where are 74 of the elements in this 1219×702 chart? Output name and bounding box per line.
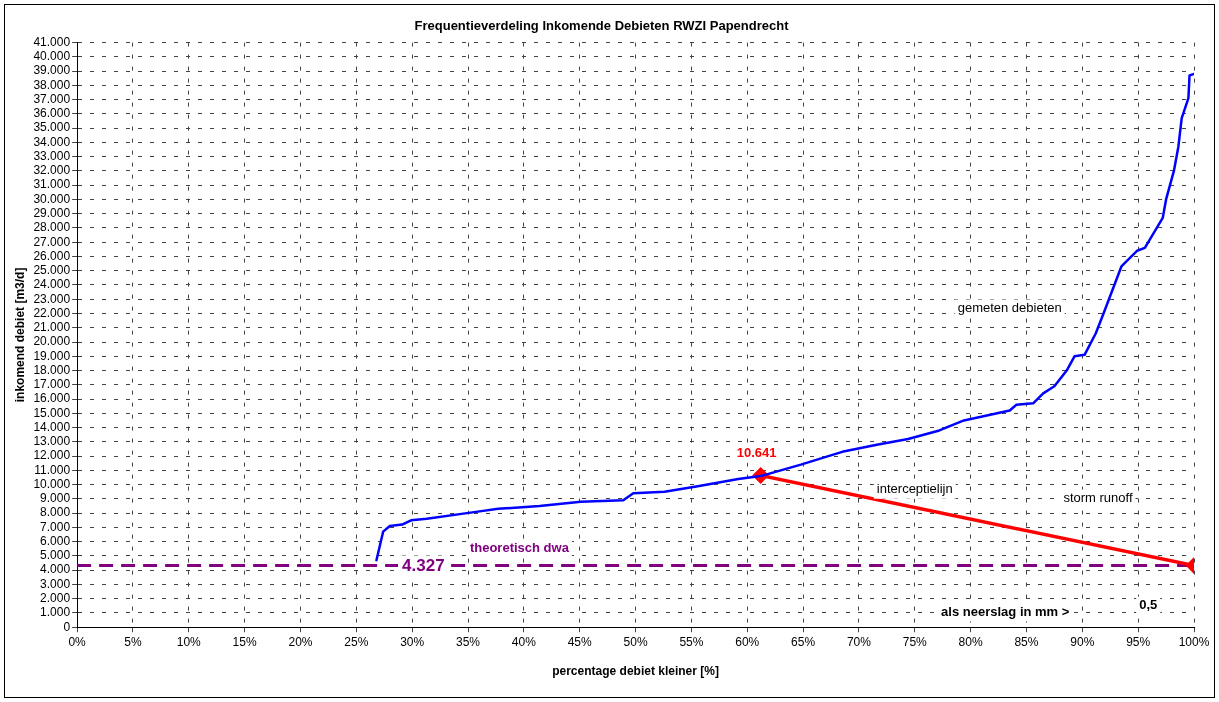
annotation: 0,5	[1139, 597, 1158, 613]
x-tick-label: 95%	[1126, 634, 1151, 649]
annotation: gemeten debieten	[957, 300, 1062, 316]
y-tick-label: 14.000	[33, 419, 71, 434]
y-tick-label: 41.000	[33, 34, 71, 49]
y-tick-label: 9.000	[40, 491, 71, 506]
y-tick-label: 13.000	[33, 434, 71, 449]
y-tick-label: 0	[63, 619, 71, 634]
y-tick-label: 20.000	[33, 334, 71, 349]
y-tick-label: 22.000	[33, 305, 71, 320]
y-tick-label: 1.000	[40, 605, 71, 620]
y-tick-label: 10.000	[33, 476, 71, 491]
y-tick-label: 40.000	[33, 49, 71, 64]
y-tick-label: 2.000	[40, 591, 71, 605]
y-tick-label: 39.000	[33, 63, 71, 78]
x-tick-label: 70%	[846, 634, 872, 649]
x-tick-label: 15%	[232, 634, 257, 649]
y-tick-label: 30.000	[33, 191, 71, 206]
y-tick-label: 11.000	[34, 462, 71, 477]
y-tick-label: 38.000	[33, 77, 71, 92]
x-axis-title: percentage debiet kleiner [%]	[552, 664, 719, 679]
y-tick-label: 7.000	[40, 519, 71, 534]
x-tick-label: 65%	[791, 634, 816, 649]
y-tick-label: 29.000	[33, 206, 71, 221]
y-tick-label: 27.000	[33, 234, 71, 249]
y-tick-label: 17.000	[33, 377, 71, 392]
y-tick-label: 16.000	[33, 391, 71, 406]
y-tick-label: 5.000	[40, 548, 71, 563]
y-tick-label: 34.000	[33, 134, 71, 149]
x-tick-label: 20%	[288, 634, 313, 649]
annotation: als neerslag in mm >	[941, 604, 1070, 620]
x-tick-label: 45%	[567, 634, 593, 649]
x-tick-label: 85%	[1014, 634, 1039, 649]
y-tick-label: 12.000	[33, 448, 71, 463]
x-tick-label: 5%	[124, 634, 142, 649]
data-label: 10.641	[736, 445, 777, 461]
y-axis-title: inkomend debiet [m3/d]	[12, 267, 27, 403]
chart-title: Frequentieverdeling Inkomende Debieten RWZI Papendrecht	[414, 18, 790, 34]
y-tick-label: 28.000	[33, 220, 71, 235]
y-tick-label: 19.000	[33, 348, 71, 363]
y-tick-label: 24.000	[33, 277, 71, 292]
y-tick-label: 4.000	[40, 562, 71, 577]
y-tick-label: 32.000	[33, 163, 71, 178]
y-tick-label: 36.000	[33, 106, 71, 121]
ref-line-label: 4.327	[402, 556, 445, 576]
y-tick-label: 25.000	[33, 263, 71, 278]
y-tick-label: 3.000	[40, 576, 71, 591]
y-tick-label: 35.000	[33, 120, 71, 135]
y-tick-label: 8.000	[40, 505, 71, 520]
y-tick-label: 37.000	[33, 91, 71, 106]
x-tick-label: 50%	[623, 634, 648, 649]
y-tick-label: 6.000	[40, 533, 71, 548]
annotation: theoretisch dwa	[469, 539, 570, 555]
x-tick-label: 30%	[400, 634, 425, 649]
x-tick-label: 0%	[68, 634, 87, 649]
x-tick-label: 80%	[958, 634, 983, 649]
x-tick-label: 90%	[1070, 634, 1095, 649]
x-tick-label: 55%	[679, 634, 704, 649]
y-tick-label: 18.000	[33, 362, 71, 377]
y-tick-label: 33.000	[33, 148, 71, 163]
y-tick-label: 23.000	[33, 291, 71, 306]
annotation: interceptielijn	[876, 481, 953, 497]
x-tick-label: 40%	[511, 634, 537, 649]
x-tick-label: 35%	[456, 634, 481, 649]
x-tick-label: 75%	[902, 634, 928, 649]
y-tick-label: 26.000	[33, 248, 71, 263]
x-tick-label: 60%	[735, 634, 760, 649]
y-tick-label: 15.000	[33, 405, 71, 420]
x-tick-label: 10%	[176, 634, 202, 649]
y-tick-label: 21.000	[33, 320, 71, 335]
annotation: storm runoff	[1063, 490, 1133, 506]
x-tick-label: 25%	[344, 634, 369, 649]
x-tick-label: 100%	[1178, 634, 1210, 649]
y-tick-label: 31.000	[33, 177, 71, 192]
